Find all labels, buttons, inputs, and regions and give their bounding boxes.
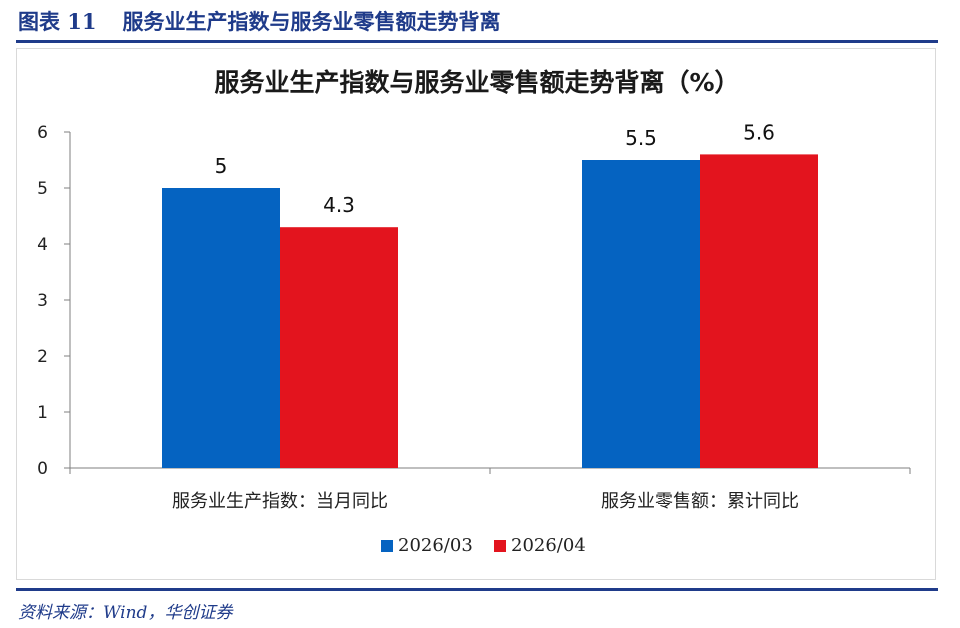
figure-title: 图表 11 服务业生产指数与服务业零售额走势背离 [18,6,501,36]
bar-value-label: 5.5 [625,126,657,150]
legend-swatch [494,540,506,552]
chart-title: 服务业生产指数与服务业零售额走势背离（%） [214,68,739,97]
y-tick-label: 4 [37,235,48,255]
figure-title-text: 服务业生产指数与服务业零售额走势背离 [122,9,501,34]
bar [582,160,700,468]
x-axis: 服务业生产指数：当月同比 服务业零售额：累计同比 [69,467,911,512]
x-category-label: 服务业生产指数：当月同比 [172,491,388,512]
bar [280,227,398,468]
bar-value-label: 5 [215,154,228,178]
top-rule [16,40,938,43]
y-tick-label: 0 [37,459,48,479]
y-tick-label: 1 [37,403,48,423]
figure-number: 图表 11 [18,9,97,34]
y-axis: 0 1 2 3 4 5 6 [37,123,71,479]
bar-value-label: 4.3 [323,193,355,217]
legend: 2026/03 2026/04 [381,535,586,556]
chart-frame [16,48,936,580]
legend-label: 2026/03 [398,535,473,556]
y-tick-label: 2 [37,347,48,367]
bar [700,154,818,468]
y-tick-label: 3 [37,291,48,311]
y-tick-label: 6 [37,123,48,143]
x-category-label: 服务业零售额：累计同比 [601,491,799,512]
source-note: 资料来源：Wind，华创证券 [18,603,233,623]
bar-value-label: 5.6 [743,120,775,144]
bar [162,188,280,468]
legend-swatch [381,540,393,552]
bars: 5 4.3 5.5 5.6 [162,120,818,468]
y-tick-label: 5 [37,179,48,199]
legend-label: 2026/04 [511,535,586,556]
bottom-rule [16,588,938,591]
